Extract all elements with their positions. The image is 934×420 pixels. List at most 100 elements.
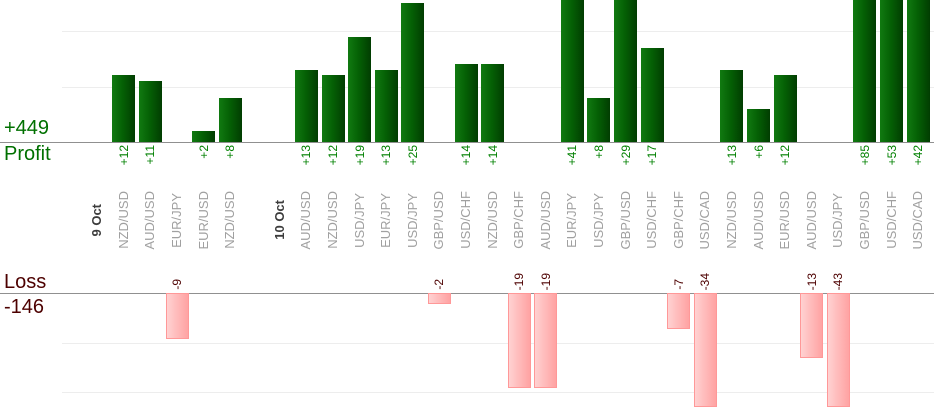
- profit-bar-slot: [719, 0, 746, 142]
- profit-value-slot: +14: [453, 142, 480, 182]
- profit-bar-slot: [798, 0, 825, 142]
- loss-value-slot: -2: [426, 258, 453, 293]
- loss-bar-slot: [400, 293, 427, 406]
- profit-bar: [374, 69, 398, 142]
- profit-value-label: +8: [223, 145, 238, 159]
- loss-value-slot: [190, 258, 217, 293]
- loss-bar-slot: [639, 293, 666, 406]
- profit-bar: [560, 0, 584, 142]
- loss-bar: [667, 293, 691, 329]
- loss-bar-slot: [111, 293, 138, 406]
- currency-pair-label: AUD/USD: [298, 190, 314, 250]
- category-slot: GBP/USD: [612, 182, 639, 258]
- chart-column: GBP/CHF -19: [506, 0, 533, 406]
- loss-value-slot: -34: [692, 258, 719, 293]
- loss-value-label: -13: [804, 272, 819, 290]
- profit-bar: [481, 64, 505, 142]
- chart-column: +85 GBP/USD: [852, 0, 879, 406]
- loss-bar-slot: [719, 293, 746, 406]
- loss-bar-slot: [798, 293, 825, 406]
- profit-bar-slot: [533, 0, 560, 142]
- category-slot: GBP/USD: [852, 182, 879, 258]
- profit-bar: [853, 0, 877, 142]
- profit-bar-slot: [745, 0, 772, 142]
- profit-total-label: +449: [4, 117, 50, 139]
- loss-bar: [800, 293, 824, 359]
- currency-pair-label: USD/JPY: [404, 192, 420, 248]
- currency-pair-label: EUR/JPY: [169, 192, 185, 248]
- profit-bar-slot: [190, 0, 217, 142]
- profit-bar: [192, 130, 216, 142]
- loss-bar-slot: [293, 293, 320, 406]
- profit-value-slot: [84, 142, 111, 182]
- currency-pair-label: USD/JPY: [830, 192, 846, 248]
- loss-value-slot: -9: [164, 258, 191, 293]
- loss-bar: [427, 293, 451, 304]
- profit-bar-slot: [267, 0, 294, 142]
- loss-value-slot: [267, 258, 294, 293]
- profit-bar-slot: [692, 0, 719, 142]
- loss-value-slot: [852, 258, 879, 293]
- profit-value-label: +19: [352, 145, 367, 166]
- category-slot: USD/JPY: [400, 182, 427, 258]
- loss-bar-slot: [852, 293, 879, 406]
- profit-bar-slot: [320, 0, 347, 142]
- loss-value-slot: [745, 258, 772, 293]
- loss-bar-slot: [217, 293, 244, 406]
- profit-value-slot: [426, 142, 453, 182]
- category-slot: USD/JPY: [586, 182, 613, 258]
- chart-column: +12 NZD/USD: [111, 0, 138, 406]
- chart-column: +11 AUD/USD: [137, 0, 164, 406]
- chart-column: +2 EUR/USD: [190, 0, 217, 406]
- chart-column: GBP/CHF -7: [665, 0, 692, 406]
- profit-value-slot: [798, 142, 825, 182]
- profit-axis-line: [0, 142, 934, 143]
- loss-bar-slot: [426, 293, 453, 406]
- profit-bar-slot: [586, 0, 613, 142]
- profit-bar-slot: [426, 0, 453, 142]
- currency-pair-label: USD/CHF: [458, 191, 474, 249]
- profit-bar: [218, 97, 242, 142]
- loss-value-slot: [320, 258, 347, 293]
- profit-value-slot: +25: [400, 142, 427, 182]
- currency-pair-label: NZD/USD: [723, 191, 739, 249]
- loss-total-label: -146: [4, 296, 45, 318]
- chart-column: 9 Oct: [84, 0, 111, 406]
- profit-value-slot: [665, 142, 692, 182]
- loss-bar-slot: [84, 293, 111, 406]
- loss-axis-line: [0, 293, 934, 294]
- date-label: 9 Oct: [89, 203, 105, 237]
- profit-bar-slot: [559, 0, 586, 142]
- category-slot: EUR/JPY: [373, 182, 400, 258]
- chart-column: +17 USD/CHF: [639, 0, 666, 406]
- currency-pair-label: USD/CAD: [910, 190, 926, 250]
- category-slot: EUR/JPY: [559, 182, 586, 258]
- currency-pair-label: NZD/USD: [115, 191, 131, 249]
- profit-bar: [294, 69, 318, 142]
- loss-value-slot: [586, 258, 613, 293]
- profit-bar-slot: [346, 0, 373, 142]
- loss-bar: [165, 293, 189, 339]
- chart-column: +13 AUD/USD: [293, 0, 320, 406]
- profit-value-slot: +8: [217, 142, 244, 182]
- profit-value-label: +41: [565, 145, 580, 166]
- chart-column: +8 NZD/USD: [217, 0, 244, 406]
- currency-pair-label: EUR/USD: [195, 190, 211, 250]
- currency-pair-label: GBP/USD: [431, 190, 447, 250]
- loss-bar-slot: [164, 293, 191, 406]
- profit-bar: [906, 0, 930, 142]
- loss-bar-slot: [665, 293, 692, 406]
- loss-bar-slot: [267, 293, 294, 406]
- profit-value-slot: +41: [559, 142, 586, 182]
- loss-value-slot: [559, 258, 586, 293]
- loss-value-slot: -7: [665, 258, 692, 293]
- profit-value-slot: [825, 142, 852, 182]
- loss-gridline: [62, 342, 934, 344]
- profit-value-label: +13: [379, 145, 394, 166]
- profit-value-slot: +12: [111, 142, 138, 182]
- profit-value-slot: [164, 142, 191, 182]
- chart-columns: 9 Oct +12 NZD/USD +11 AUD/USD EUR/JPY -9 +2 EUR/…: [84, 0, 931, 407]
- profit-bar: [401, 3, 425, 142]
- chart-column: +14 NZD/USD: [479, 0, 506, 406]
- profit-bar-slot: [825, 0, 852, 142]
